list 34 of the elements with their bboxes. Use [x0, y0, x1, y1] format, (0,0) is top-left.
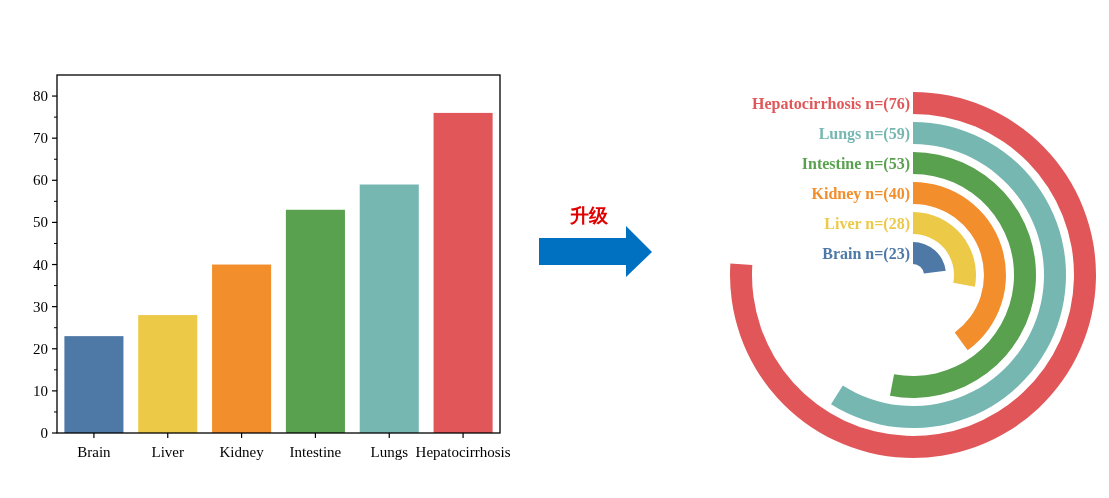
bar — [359, 184, 419, 433]
data-label: n=(23) — [861, 245, 910, 263]
category-label: Hepatocirrhosis — [752, 95, 862, 113]
y-tick-label: 30 — [33, 298, 48, 315]
category-label: Liver — [824, 215, 862, 232]
x-tick-label: Kidney — [219, 444, 265, 460]
bar — [64, 336, 124, 433]
x-tick-label: Brain — [77, 444, 112, 460]
category-label: Kidney — [811, 185, 862, 203]
x-tick-label: Hepatocirrhosis — [415, 444, 511, 460]
category-label: Brain — [822, 245, 862, 262]
bar — [212, 264, 272, 433]
bar — [285, 209, 345, 433]
data-label: n=(28) — [861, 215, 910, 233]
y-tick-label: 10 — [33, 382, 48, 399]
x-tick-label: Liver — [151, 444, 184, 460]
data-label: n=(53) — [861, 155, 910, 173]
bar — [138, 315, 198, 433]
x-tick-label: Intestine — [289, 444, 342, 460]
x-tick-label: Lungs — [370, 444, 409, 460]
data-label: n=(59) — [861, 125, 910, 143]
y-tick-label: 40 — [33, 256, 48, 273]
category-label: Intestine — [801, 155, 862, 172]
y-tick-label: 0 — [40, 425, 48, 441]
y-tick-label: 50 — [33, 214, 48, 231]
data-label: n=(76) — [861, 95, 910, 113]
text: 升级 — [569, 204, 609, 226]
data-label: n=(40) — [861, 185, 910, 203]
y-tick-label: 70 — [33, 130, 48, 147]
bar — [433, 112, 493, 433]
y-tick-label: 20 — [33, 340, 48, 357]
y-tick-label: 80 — [33, 88, 48, 105]
category-label: Lungs — [818, 125, 862, 143]
y-tick-label: 60 — [33, 172, 48, 189]
